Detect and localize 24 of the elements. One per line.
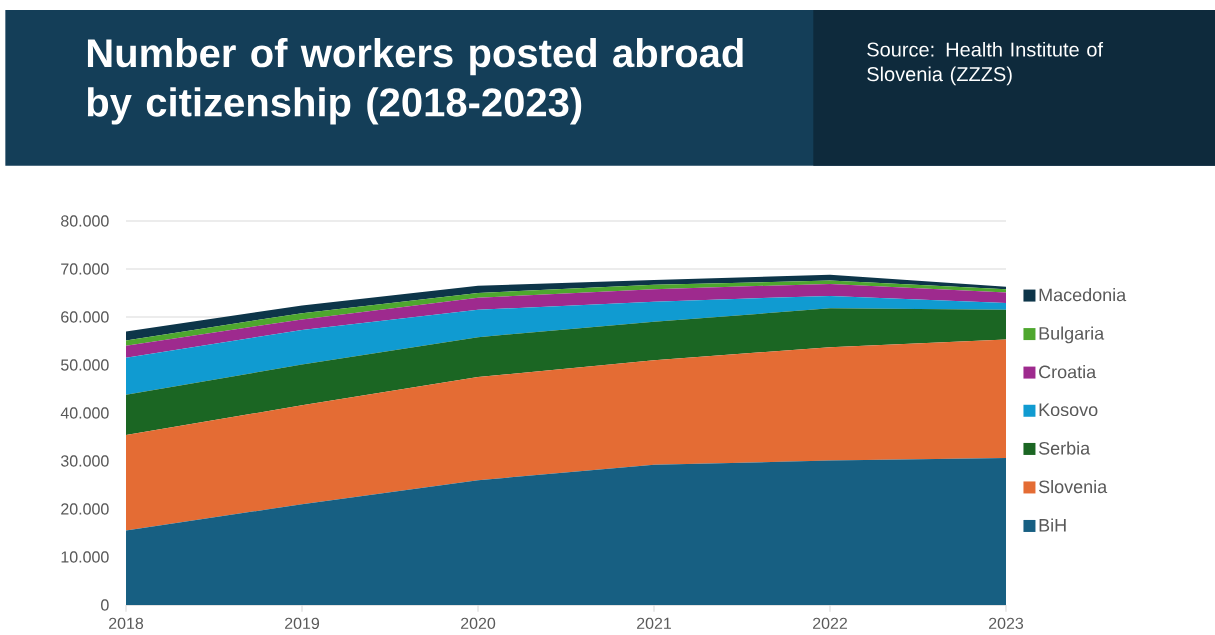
legend-label: Serbia <box>1038 441 1091 455</box>
y-tick-label: 50.000 <box>61 359 109 371</box>
legend-label: BiH <box>1039 518 1066 532</box>
y-tick-label: 10.000 <box>61 551 109 563</box>
x-tick-label: 2020 <box>461 617 496 630</box>
x-tick-label: 2018 <box>109 617 144 630</box>
y-tick-label: 80.000 <box>61 215 109 227</box>
y-tick-label: 0 <box>101 599 109 611</box>
legend-label: Bulgaria <box>1039 326 1105 344</box>
legend-label: Croatia <box>1039 365 1097 379</box>
source-note: Source: Health Institute of Slovenia (ZZZS) <box>867 41 1104 86</box>
y-tick-label: 70.000 <box>61 263 109 275</box>
chart-title: Number of workers posted abroad by citizenship (2018-2023) <box>87 37 743 125</box>
legend-label: Kosovo <box>1039 403 1098 417</box>
x-tick-label: 2023 <box>988 617 1024 630</box>
legend-label: Slovenia <box>1038 479 1108 494</box>
x-tick-label: 2019 <box>285 617 320 630</box>
y-tick-label: 30.000 <box>60 455 109 467</box>
y-tick-label: 20.000 <box>61 503 109 515</box>
y-tick-label: 40.000 <box>60 407 109 419</box>
x-tick-label: 2021 <box>637 617 671 630</box>
x-tick-label: 2022 <box>812 617 847 630</box>
y-tick-label: 60.000 <box>61 311 109 323</box>
legend-label: Macedonia <box>1039 288 1127 302</box>
